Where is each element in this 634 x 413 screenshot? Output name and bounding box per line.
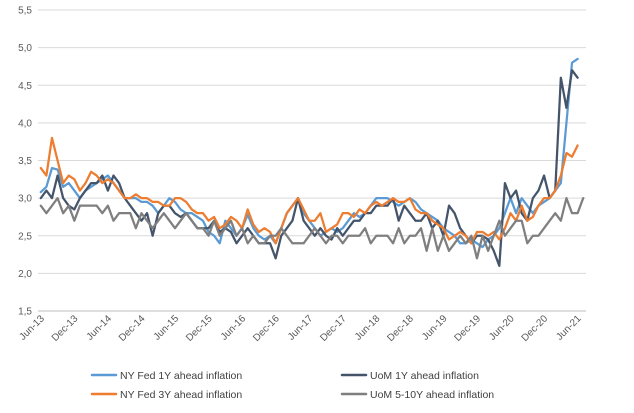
x-tick-label: Jun-16 (219, 313, 249, 343)
x-tick-label: Jun-21 (554, 313, 584, 343)
series-line-2 (39, 69, 579, 267)
legend-item: UoM 1Y ahead inflation (340, 370, 479, 382)
series-lines (39, 57, 585, 267)
x-tick-label: Jun-15 (152, 313, 182, 343)
legend-label: NY Fed 1Y ahead inflation (120, 370, 242, 382)
x-tick-label: Dec-19 (452, 313, 483, 344)
x-tick-label: Jun-14 (85, 313, 115, 343)
legend-label: UoM 5-10Y ahead inflation (370, 389, 494, 401)
y-tick-label: 4,5 (18, 81, 32, 92)
y-tick-label: 4,0 (18, 118, 32, 129)
y-tick-label: 1,5 (18, 307, 32, 318)
x-tick-label: Dec-15 (184, 313, 215, 344)
legend-label: NY Fed 3Y ahead inflation (120, 389, 242, 401)
x-tick-label: Dec-14 (117, 313, 148, 344)
legend: NY Fed 1Y ahead inflation UoM 1Y ahead in… (90, 370, 494, 401)
x-tick-label: Dec-13 (50, 313, 81, 344)
y-tick-label: 5,5 (18, 6, 32, 17)
x-tick-label: Dec-20 (520, 313, 551, 344)
legend-item: NY Fed 3Y ahead inflation (90, 389, 242, 401)
legend-item: NY Fed 1Y ahead inflation (90, 370, 242, 382)
series-line-3 (39, 136, 579, 245)
y-tick-label: 3,0 (18, 194, 32, 205)
y-tick-label: 2,0 (18, 269, 32, 280)
x-tick-label: Dec-18 (385, 313, 416, 344)
x-axis: Jun-13 Dec-13 Jun-14 Dec-14 Jun-15 Dec-15 Jun-… (18, 310, 586, 344)
legend-label: UoM 1Y ahead inflation (370, 370, 479, 382)
x-tick-label: Jun-20 (487, 313, 517, 343)
x-tick-label: Jun-18 (353, 313, 383, 343)
x-tick-label: Jun-19 (420, 313, 450, 343)
series-line-4 (39, 197, 585, 260)
y-tick-label: 3,5 (18, 156, 32, 167)
legend-item: UoM 5-10Y ahead inflation (340, 389, 494, 401)
y-tick-label: 2,5 (18, 231, 32, 242)
x-tick-label: Jun-17 (286, 313, 316, 343)
x-tick-label: Dec-17 (318, 313, 349, 344)
y-axis: 1,5 2,0 2,5 3,0 3,5 4,0 4,5 5,0 5,5 (18, 6, 32, 318)
x-tick-label: Dec-16 (251, 313, 282, 344)
gridlines (38, 9, 586, 312)
y-tick-label: 5,0 (18, 43, 32, 54)
